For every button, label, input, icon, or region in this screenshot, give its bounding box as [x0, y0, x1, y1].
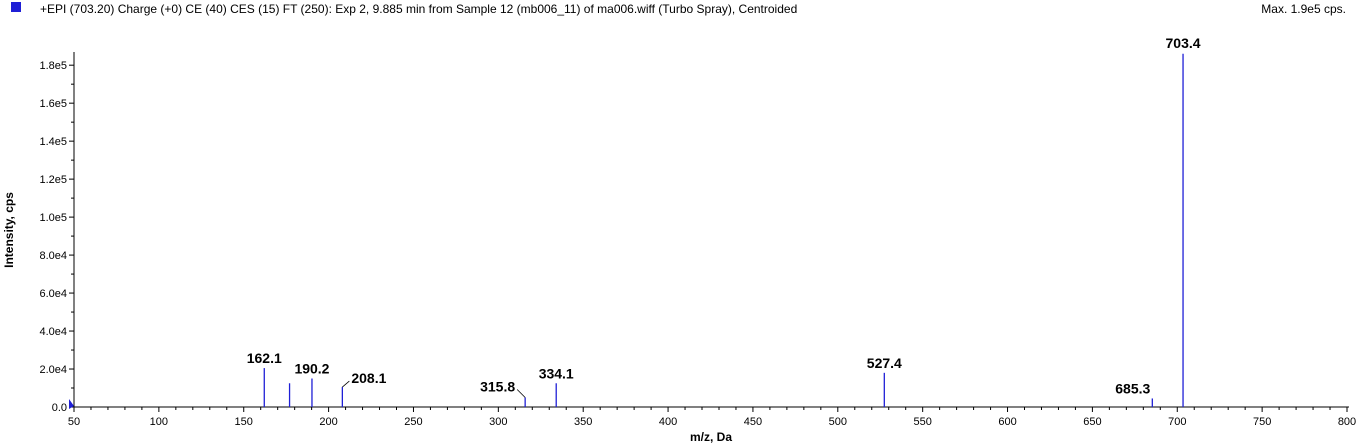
x-tick-label: 50 [68, 416, 80, 428]
y-tick-label: 1.8e5 [39, 60, 67, 72]
x-tick-label: 300 [489, 416, 507, 428]
y-tick-label: 6.0e4 [39, 288, 67, 300]
x-tick-label: 550 [913, 416, 931, 428]
peak-label: 685.3 [1115, 380, 1150, 396]
x-tick-label: 200 [319, 416, 337, 428]
peak-label: 527.4 [867, 355, 902, 371]
legend-swatch [11, 2, 21, 12]
x-tick-label: 450 [744, 416, 762, 428]
peak-label: 208.1 [351, 370, 386, 386]
x-tick-label: 250 [404, 416, 422, 428]
y-tick-label: 2.0e4 [39, 364, 67, 376]
x-tick-label: 500 [829, 416, 847, 428]
x-tick-label: 650 [1083, 416, 1101, 428]
x-tick-label: 800 [1338, 416, 1356, 428]
x-tick-label: 350 [574, 416, 592, 428]
y-axis-title: Intensity, cps [2, 192, 16, 268]
y-axis: 0.0 2.0e4 4.0e4 6.0e4 8.0e4 1.0e5 1.2e5 1.4e5 1.… [39, 52, 75, 414]
x-tick-label: 600 [998, 416, 1016, 428]
y-tick-label: 1.4e5 [39, 136, 67, 148]
y-tick-label: 0.0 [52, 402, 67, 414]
peak-label: 334.1 [539, 365, 574, 381]
y-tick-label: 1.0e5 [39, 212, 67, 224]
peak-label: 162.1 [247, 350, 282, 366]
peak-labels: 162.1 190.2 208.1 315.8 334.1 527.4 685.3 703.4 [247, 35, 1201, 398]
y-tick-label: 1.6e5 [39, 98, 67, 110]
peak-label: 190.2 [294, 361, 329, 377]
max-intensity-label: Max. 1.9e5 cps. [1261, 2, 1346, 16]
peak-label-leader [342, 380, 350, 388]
y-tick-label: 8.0e4 [39, 250, 67, 262]
peak-label: 315.8 [480, 379, 515, 395]
x-tick-label: 700 [1168, 416, 1186, 428]
x-tick-label: 750 [1253, 416, 1271, 428]
origin-marker [69, 399, 74, 409]
x-axis-title: m/z, Da [690, 430, 732, 444]
x-tick-label: 400 [659, 416, 677, 428]
y-tick-label: 1.2e5 [39, 174, 67, 186]
y-tick-label: 4.0e4 [39, 326, 67, 338]
peak-series [263, 53, 1184, 407]
x-axis: 50 100 150 200 250 300 350 400 450 500 550 600 650 70… [68, 406, 1356, 428]
x-tick-label: 100 [150, 416, 168, 428]
x-tick-label: 150 [235, 416, 253, 428]
peak-label: 703.4 [1166, 35, 1201, 51]
peak-label-leader [516, 389, 526, 398]
spectrum-title: +EPI (703.20) Charge (+0) CE (40) CES (1… [40, 2, 797, 16]
